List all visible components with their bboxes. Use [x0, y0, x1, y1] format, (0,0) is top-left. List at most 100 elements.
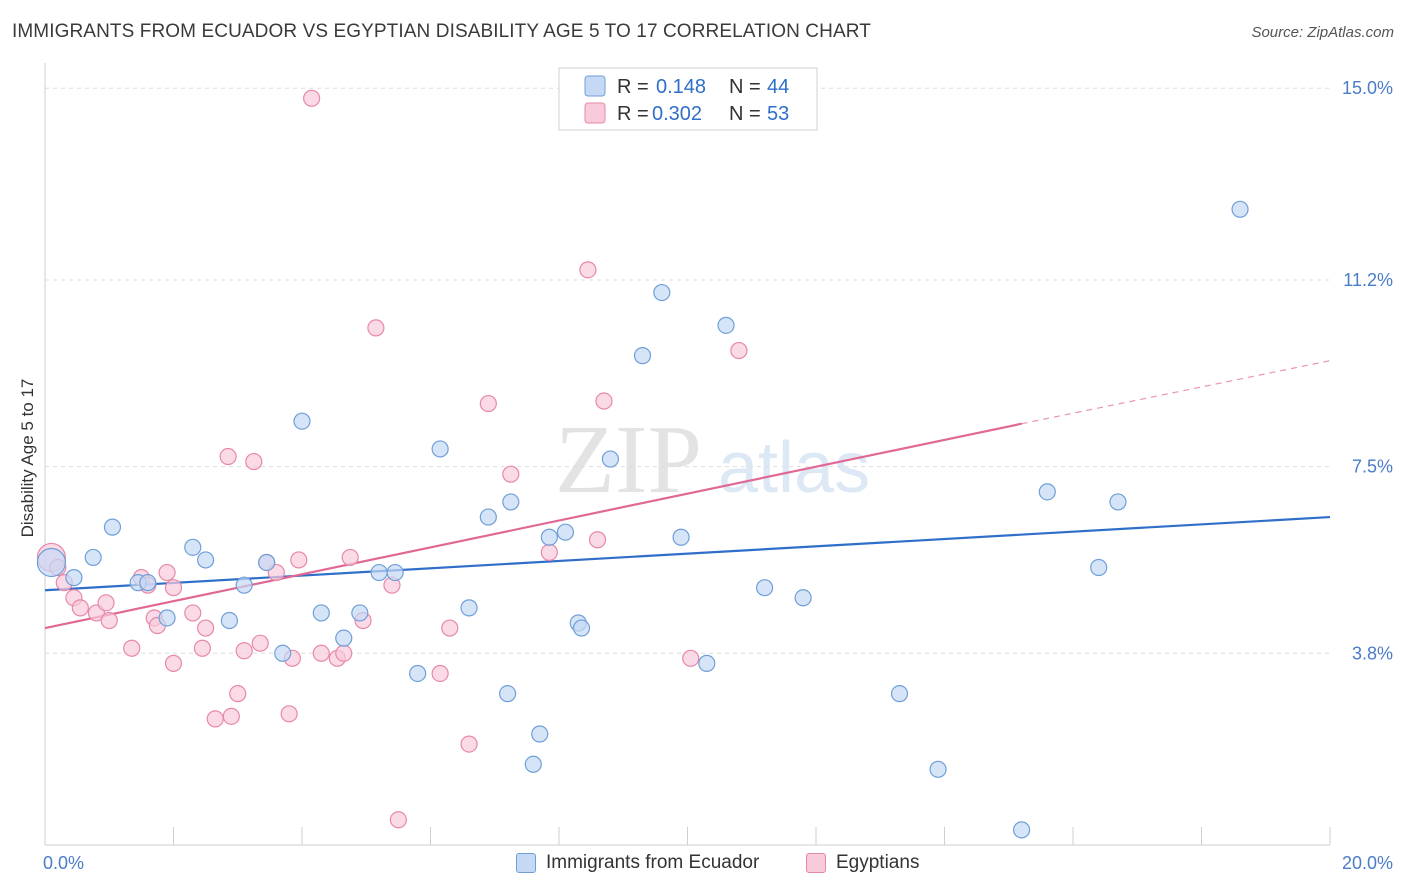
point-egyptian-23 [235, 642, 253, 660]
point-ecuador-13 [293, 412, 311, 430]
legend-n-label-2: N = [729, 103, 761, 125]
bottom-legend: Immigrants from Ecuador Egyptians [0, 852, 1406, 878]
y-tick-label-0: 3.8% [1352, 643, 1393, 663]
point-ecuador-28 [556, 523, 575, 541]
trend-line-egyptians [44, 422, 1022, 630]
point-egyptian-6 [97, 594, 115, 612]
point-egyptian-48 [595, 392, 613, 410]
point-egyptian-34 [335, 644, 353, 662]
point-ecuador-14 [312, 604, 330, 622]
legend: R = 0.148 N = 44 R = 0.302 N = 53 [558, 67, 818, 131]
bottom-legend-item-egyptians: Egyptians [806, 852, 919, 874]
point-egyptian-20 [219, 447, 237, 466]
y-tick-labels: 3.8% 7.5% 11.2% 15.0% [1342, 78, 1393, 663]
point-ecuador-16 [351, 604, 369, 622]
point-ecuador-42 [1038, 483, 1056, 501]
legend-n-value-2: 53 [767, 103, 789, 125]
point-ecuador-38 [794, 589, 812, 607]
point-egyptian-8 [123, 639, 141, 657]
point-egyptian-24 [245, 452, 263, 471]
point-egyptian-21 [222, 707, 240, 725]
point-ecuador-41 [1012, 821, 1031, 839]
x-tick-labels: 0.0% 20.0% [43, 853, 1393, 873]
watermark-zip: ZIP [555, 406, 702, 514]
legend-r-value-2: 0.302 [652, 103, 702, 125]
point-ecuador-9 [220, 611, 238, 630]
y-tick-label-1: 7.5% [1352, 457, 1393, 477]
point-ecuador-24 [502, 493, 520, 511]
trend-line-egyptians-extension [1021, 360, 1331, 425]
point-ecuador-17 [370, 563, 388, 582]
legend-r-label-1: R = [617, 76, 649, 98]
point-egyptian-44 [502, 465, 520, 483]
point-ecuador-36 [717, 316, 735, 334]
point-ecuador-2 [84, 548, 102, 567]
point-ecuador-12 [274, 644, 292, 662]
point-ecuador-39 [890, 685, 909, 703]
watermark-atlas: atlas [718, 428, 870, 508]
point-egyptian-25 [251, 634, 269, 652]
bottom-legend-label-ecuador: Immigrants from Ecuador [546, 852, 760, 873]
point-egyptian-13 [158, 563, 176, 582]
source-credit: Source: ZipAtlas.com [1251, 24, 1394, 41]
point-ecuador-7 [184, 538, 202, 556]
point-ecuador-34 [672, 528, 690, 546]
y-tick-label-3: 15.0% [1342, 78, 1393, 98]
point-egyptian-30 [290, 551, 308, 569]
point-egyptian-47 [588, 531, 607, 549]
point-ecuador-44 [1109, 493, 1127, 511]
point-egyptian-49 [682, 649, 700, 667]
x-tick-label-1: 20.0% [1342, 853, 1393, 873]
point-egyptian-19 [206, 710, 224, 728]
point-ecuador-30 [572, 619, 591, 637]
point-egyptian-14 [164, 579, 183, 597]
point-egyptian-32 [312, 644, 330, 662]
point-ecuador-3 [103, 518, 122, 536]
bottom-legend-item-ecuador: Immigrants from Ecuador [516, 852, 759, 874]
bottom-legend-swatch-blue [516, 853, 536, 873]
point-egyptian-4 [71, 599, 89, 617]
point-egyptian-39 [389, 811, 407, 829]
legend-n-value-1: 44 [767, 76, 789, 98]
point-ecuador-37 [755, 579, 774, 597]
point-ecuador-31 [601, 450, 620, 468]
point-egyptian-37 [367, 319, 385, 337]
legend-r-label-2: R = [617, 103, 649, 125]
point-egyptian-17 [193, 639, 212, 657]
point-ecuador-21 [460, 599, 478, 617]
point-ecuador-33 [653, 283, 671, 302]
point-ecuador-20 [431, 440, 449, 458]
legend-r-value-1: 0.148 [656, 76, 706, 98]
point-ecuador-10 [235, 576, 253, 594]
legend-swatch-blue [584, 75, 606, 97]
point-egyptian-35 [341, 548, 359, 567]
point-ecuador-18 [386, 563, 404, 582]
point-ecuador-45 [1231, 200, 1249, 218]
legend-n-label-1: N = [729, 76, 761, 98]
trend-lines [44, 360, 1331, 630]
point-ecuador-23 [499, 685, 517, 703]
point-ecuador-22 [479, 508, 497, 526]
point-ecuador-1 [65, 569, 83, 587]
bottom-legend-label-egyptians: Egyptians [836, 852, 920, 873]
point-egyptian-18 [197, 619, 215, 637]
point-egyptian-41 [441, 619, 459, 637]
point-ecuador-0 [36, 547, 67, 578]
point-egyptian-7 [100, 611, 118, 630]
data-points [36, 89, 1249, 839]
axes [44, 63, 1331, 846]
point-egyptian-15 [164, 654, 183, 672]
point-ecuador-32 [633, 347, 652, 365]
point-egyptian-16 [184, 604, 202, 622]
point-ecuador-19 [409, 664, 427, 683]
point-ecuador-27 [540, 528, 558, 546]
point-egyptian-42 [460, 735, 478, 753]
point-ecuador-6 [158, 609, 176, 627]
point-egyptian-45 [540, 543, 558, 561]
point-egyptian-22 [229, 685, 247, 703]
bottom-legend-swatch-pink [806, 853, 826, 873]
point-ecuador-26 [531, 725, 549, 743]
point-egyptian-43 [479, 394, 497, 413]
y-tick-label-2: 11.2% [1343, 270, 1393, 290]
